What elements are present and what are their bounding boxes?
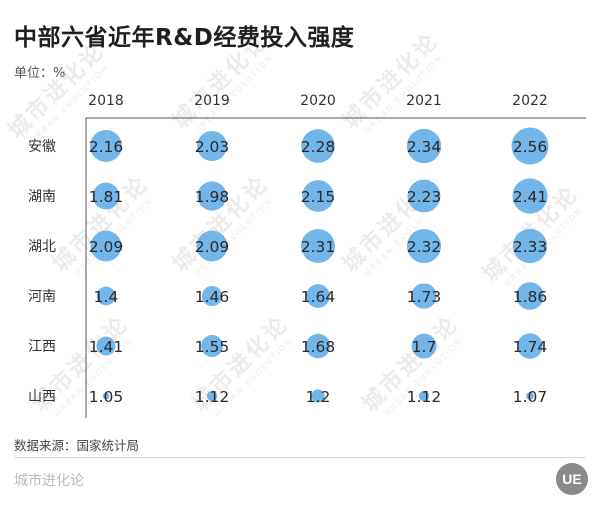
data-label: 1.74 bbox=[513, 338, 548, 356]
bubble bbox=[201, 335, 223, 357]
x-tick-label: 2020 bbox=[300, 93, 336, 109]
bubble bbox=[311, 389, 325, 403]
y-tick-label: 河南 bbox=[28, 289, 56, 305]
x-tick-label: 2022 bbox=[512, 93, 548, 109]
bubble bbox=[96, 336, 116, 356]
bubble bbox=[512, 228, 548, 264]
data-label: 1.12 bbox=[407, 388, 442, 406]
data-label: 2.09 bbox=[89, 238, 124, 256]
y-tick-label: 江西 bbox=[28, 339, 56, 355]
chart-title: 中部六省近年R&D经费投入强度 bbox=[14, 25, 355, 51]
data-label: 1.64 bbox=[301, 288, 336, 306]
bubble bbox=[512, 178, 548, 214]
data-label: 1.41 bbox=[89, 338, 124, 356]
x-tick-label: 2019 bbox=[194, 93, 230, 109]
data-label: 1.73 bbox=[407, 288, 442, 306]
logo-text: UE bbox=[562, 471, 581, 487]
data-label: 1.07 bbox=[513, 388, 548, 406]
bubble bbox=[516, 282, 544, 310]
data-label: 2.41 bbox=[513, 188, 548, 206]
bubble bbox=[526, 392, 534, 400]
data-label: 1.2 bbox=[306, 388, 331, 406]
data-label: 1.7 bbox=[412, 338, 437, 356]
bubble bbox=[206, 390, 218, 402]
data-label: 2.34 bbox=[407, 138, 442, 156]
source-note: 数据来源：国家统计局 bbox=[14, 438, 140, 453]
bubble bbox=[197, 181, 227, 211]
bubble bbox=[196, 230, 228, 262]
data-label: 1.81 bbox=[89, 188, 124, 206]
bubble bbox=[90, 130, 122, 162]
data-label: 2.33 bbox=[513, 238, 548, 256]
x-tick-label: 2021 bbox=[406, 93, 442, 109]
bubble bbox=[517, 333, 543, 359]
data-label: 2.23 bbox=[407, 188, 442, 206]
footer-divider bbox=[14, 457, 586, 458]
data-label: 1.86 bbox=[513, 288, 548, 306]
bubble bbox=[411, 283, 437, 309]
data-label: 2.31 bbox=[301, 238, 336, 256]
bubble bbox=[407, 179, 441, 213]
bubble bbox=[196, 130, 228, 162]
bubble bbox=[411, 333, 437, 359]
y-tick-label: 山西 bbox=[28, 389, 56, 405]
bubble bbox=[301, 229, 335, 263]
bubble bbox=[418, 390, 430, 402]
data-label: 1.55 bbox=[195, 338, 230, 356]
data-label: 2.32 bbox=[407, 238, 442, 256]
data-label: 1.4 bbox=[94, 288, 119, 306]
bubble bbox=[96, 286, 116, 306]
bubble bbox=[302, 180, 334, 212]
data-label: 1.12 bbox=[195, 388, 230, 406]
data-label: 2.15 bbox=[301, 188, 336, 206]
bubble bbox=[406, 228, 442, 264]
data-label: 2.28 bbox=[301, 138, 336, 156]
data-label: 2.56 bbox=[513, 138, 548, 156]
data-label: 2.03 bbox=[195, 138, 230, 156]
unit-label: 单位：% bbox=[14, 66, 66, 81]
y-tick-label: 安徽 bbox=[28, 139, 56, 155]
data-label: 1.68 bbox=[301, 338, 336, 356]
x-tick-label: 2018 bbox=[88, 93, 124, 109]
bubble bbox=[301, 129, 335, 163]
data-label: 2.16 bbox=[89, 138, 124, 156]
brand-name: 城市进化论 bbox=[14, 473, 84, 489]
data-label: 1.46 bbox=[195, 288, 230, 306]
bubble bbox=[306, 284, 330, 308]
brand-logo-icon: UE bbox=[556, 463, 588, 495]
bubble bbox=[201, 285, 223, 307]
data-label: 2.09 bbox=[195, 238, 230, 256]
data-label: 1.98 bbox=[195, 188, 230, 206]
bubble bbox=[92, 182, 120, 210]
bubble bbox=[406, 128, 442, 164]
bubble bbox=[102, 392, 110, 400]
y-tick-label: 湖北 bbox=[28, 239, 56, 255]
bubble bbox=[90, 230, 122, 262]
y-tick-label: 湖南 bbox=[28, 189, 56, 205]
bubble bbox=[511, 127, 549, 165]
bubble bbox=[305, 333, 331, 359]
data-label: 1.05 bbox=[89, 388, 124, 406]
